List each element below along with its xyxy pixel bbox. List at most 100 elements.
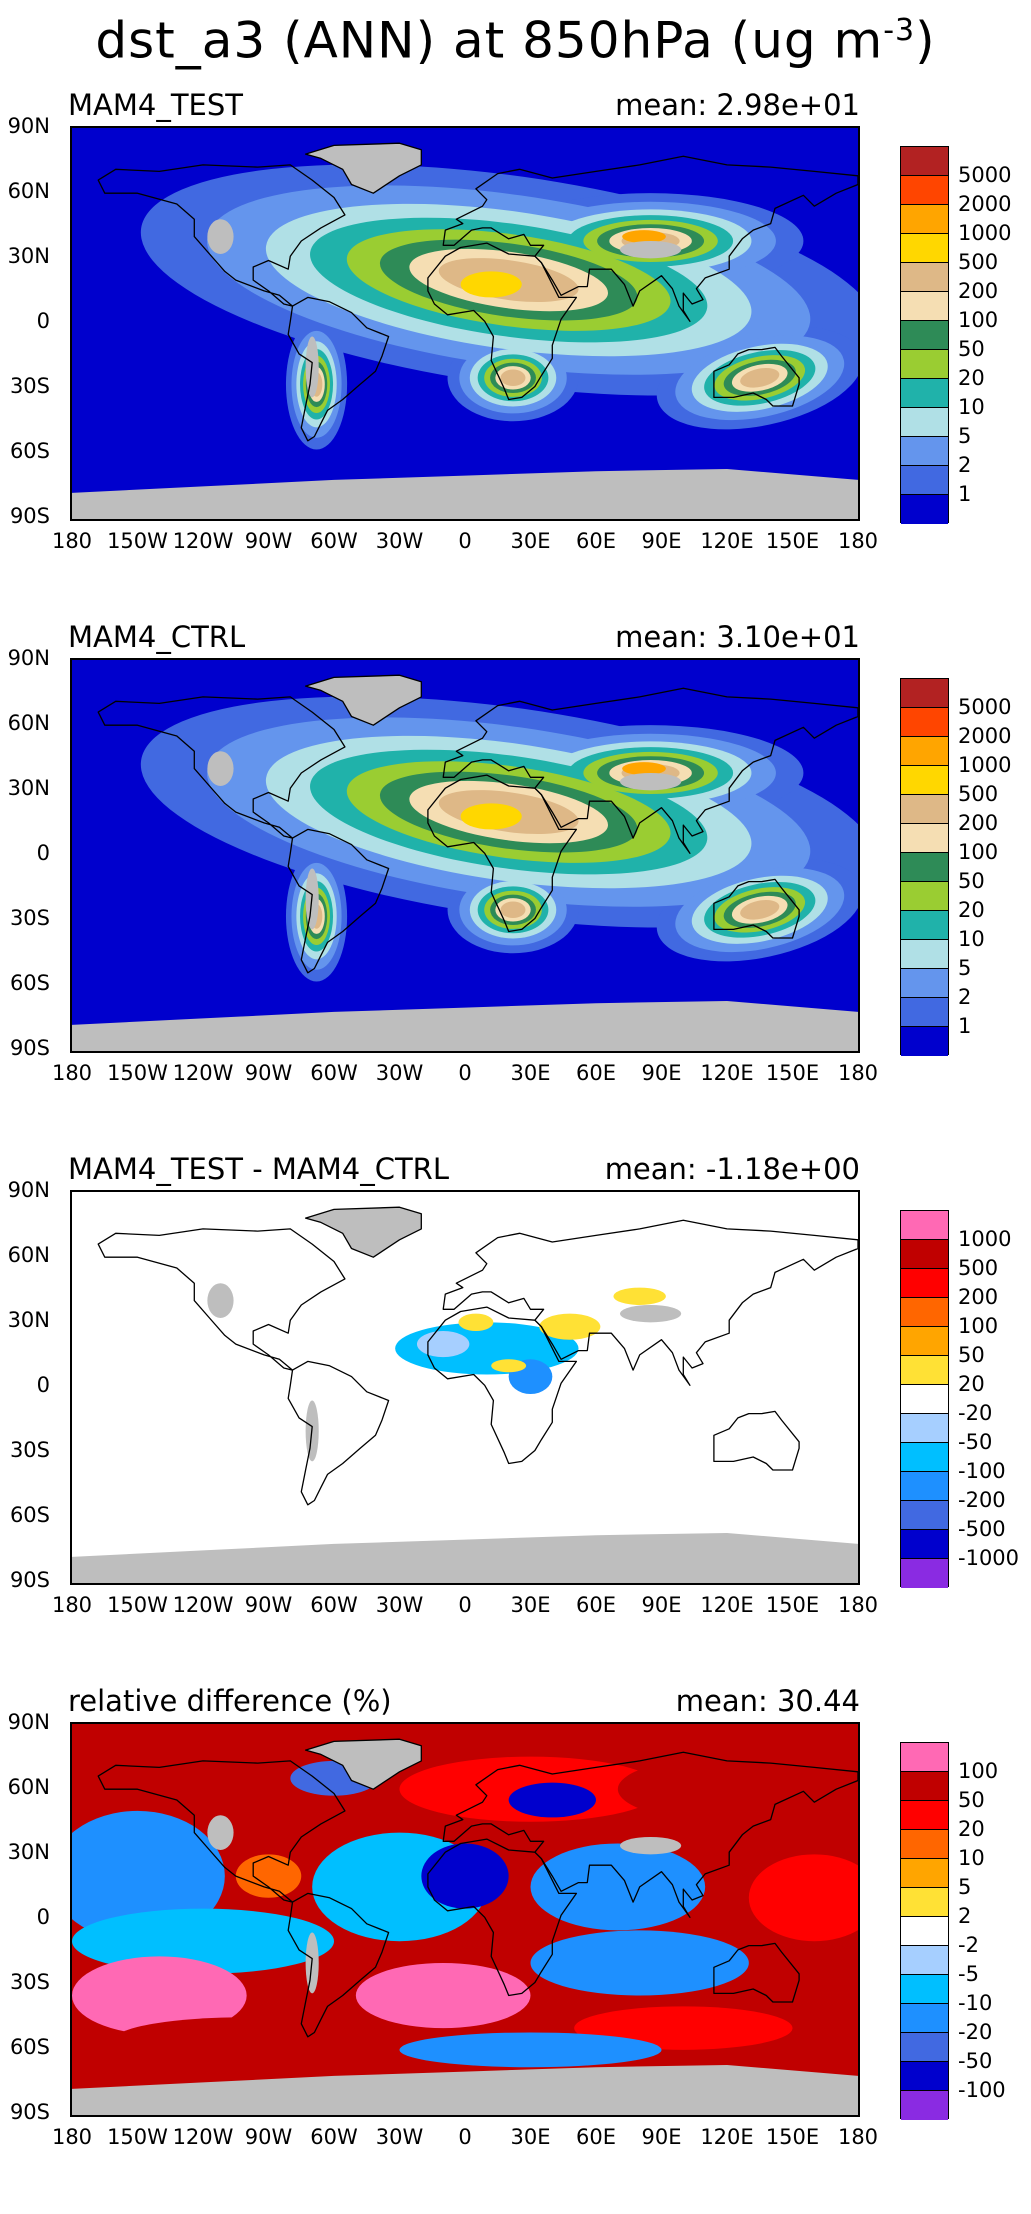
colorbar-label: 2	[958, 1904, 972, 1928]
diff-pos-asia	[613, 1287, 666, 1305]
lon-tick-label: 30W	[375, 1061, 424, 1085]
colorbar-label: 100	[958, 308, 999, 332]
coast-greenland	[304, 674, 422, 726]
coast-greenland	[304, 1738, 422, 1790]
rel-band-3	[72, 1810, 225, 1942]
colorbar-label: 1000	[958, 1227, 1012, 1251]
colorbar-label: 200	[958, 279, 999, 303]
lon-tick-label: 120W	[172, 2125, 234, 2149]
colorbar-swatch	[901, 1501, 948, 1530]
lat-tick-label: 90S	[9, 504, 50, 528]
rel-band-10	[355, 1962, 531, 2029]
colorbar-label: 500	[958, 250, 999, 274]
colorbar-swatch	[901, 1240, 948, 1269]
colorbar-label: 20	[958, 1817, 985, 1841]
colorbar-swatch	[901, 2062, 948, 2091]
rel-band-17	[235, 1854, 302, 1898]
greenland-missing	[305, 143, 422, 194]
lat-tick-label: 90N	[7, 114, 50, 138]
lon-tick-label: 180	[51, 2125, 93, 2149]
colorbar-label: -100	[958, 2078, 1006, 2102]
diff-neg-light	[416, 1331, 470, 1358]
diff-pos-south	[491, 1359, 527, 1373]
colorbar-swatch	[901, 1975, 948, 2004]
tibet-missing	[620, 240, 682, 259]
colorbar-label: 100	[958, 1314, 999, 1338]
lon-tick-label: 0	[458, 2125, 472, 2149]
colorbar-label: 1	[958, 482, 972, 506]
rockies-missing	[207, 219, 234, 254]
map-plot	[70, 126, 860, 521]
plume-band-safr-7	[500, 901, 526, 919]
panel-mean: mean: -1.18e+00	[604, 1152, 860, 1186]
colorbar-label: 10	[958, 927, 985, 951]
coast-samerica	[287, 1892, 390, 2038]
colorbar-label: 2000	[958, 192, 1012, 216]
colorbar-label: 100	[958, 1759, 999, 1783]
greenland-missing	[305, 1739, 422, 1790]
panel-1: MAM4_CTRL mean: 3.10e+01 90N 60N 30N 0 30S 60S 9…	[0, 620, 1031, 1150]
lat-tick-label: 60S	[9, 439, 50, 463]
map-canvas	[72, 1724, 858, 2115]
colorbar-label: 1000	[958, 221, 1012, 245]
colorbar-swatch	[901, 1472, 948, 1501]
lon-tick-label: 150E	[765, 529, 820, 553]
colorbar-swatch	[901, 882, 948, 911]
rel-band-6	[72, 1908, 334, 1974]
colorbar-label: -1000	[958, 1546, 1020, 1570]
lat-tick-label: 90S	[9, 2100, 50, 2124]
title-exponent: -3	[883, 13, 916, 48]
colorbar-swatch	[901, 1559, 948, 1588]
colorbar-label: -5	[958, 1962, 979, 1986]
lon-tick-label: 90E	[641, 1593, 682, 1617]
colorbar-label: 5	[958, 424, 972, 448]
panel-mean: mean: 30.44	[675, 1684, 860, 1718]
lat-tick-label: 0	[36, 309, 50, 333]
colorbar-label: 50	[958, 337, 985, 361]
lon-tick-label: 60W	[310, 2125, 358, 2149]
colorbar-label: -100	[958, 1459, 1006, 1483]
lat-tick-label: 90N	[7, 1178, 50, 1202]
map-canvas	[72, 1192, 858, 1583]
colorbar-swatch	[901, 679, 948, 708]
lon-tick-label: 90E	[641, 1061, 682, 1085]
colorbar-swatch	[901, 1211, 948, 1240]
lon-tick-label: 60W	[310, 1061, 358, 1085]
lon-tick-label: 30W	[375, 1593, 424, 1617]
lon-tick-label: 90W	[244, 1593, 293, 1617]
plume-band-aus-7	[740, 368, 780, 388]
colorbar-label: -20	[958, 1401, 993, 1425]
colorbar-swatch	[901, 1327, 948, 1356]
lat-tick-label: 0	[36, 1373, 50, 1397]
lon-tick-label: 60W	[310, 1593, 358, 1617]
title-close-paren: )	[915, 11, 936, 70]
colorbar-swatch	[901, 998, 948, 1027]
colorbar-swatch	[901, 1269, 948, 1298]
colorbar-label: -500	[958, 1517, 1006, 1541]
colorbar-label: 50	[958, 869, 985, 893]
map-canvas	[72, 128, 858, 519]
colorbar-swatch	[901, 1356, 948, 1385]
lon-tick-label: 30E	[510, 1593, 551, 1617]
coast-samerica	[287, 1360, 390, 1506]
lon-tick-label: 150E	[765, 1061, 820, 1085]
colorbar-swatch	[901, 205, 948, 234]
lon-tick-label: 90W	[244, 2125, 293, 2149]
lon-tick-label: 120E	[700, 2125, 754, 2149]
panel-0: MAM4_TEST mean: 2.98e+01 90N 60N 30N 0 30S 60S 9…	[0, 88, 1031, 618]
colorbar-label: 500	[958, 1256, 999, 1280]
lat-tick-label: 60N	[7, 179, 50, 203]
lat-tick-label: 30N	[7, 776, 50, 800]
colorbar-swatch	[901, 911, 948, 940]
panel-mean: mean: 2.98e+01	[615, 88, 860, 122]
lon-tick-label: 30E	[510, 1061, 551, 1085]
core-taklamakan	[622, 230, 666, 244]
map-plot	[70, 658, 860, 1053]
lon-tick-label: 90E	[641, 529, 682, 553]
rockies-missing	[207, 1283, 234, 1318]
panel-2: MAM4_TEST - MAM4_CTRL mean: -1.18e+00 90N 6…	[0, 1152, 1031, 1682]
lon-tick-label: 60E	[576, 1593, 616, 1617]
colorbar-swatch	[901, 766, 948, 795]
colorbar-label: 200	[958, 1285, 999, 1309]
coast-australia	[713, 878, 800, 939]
